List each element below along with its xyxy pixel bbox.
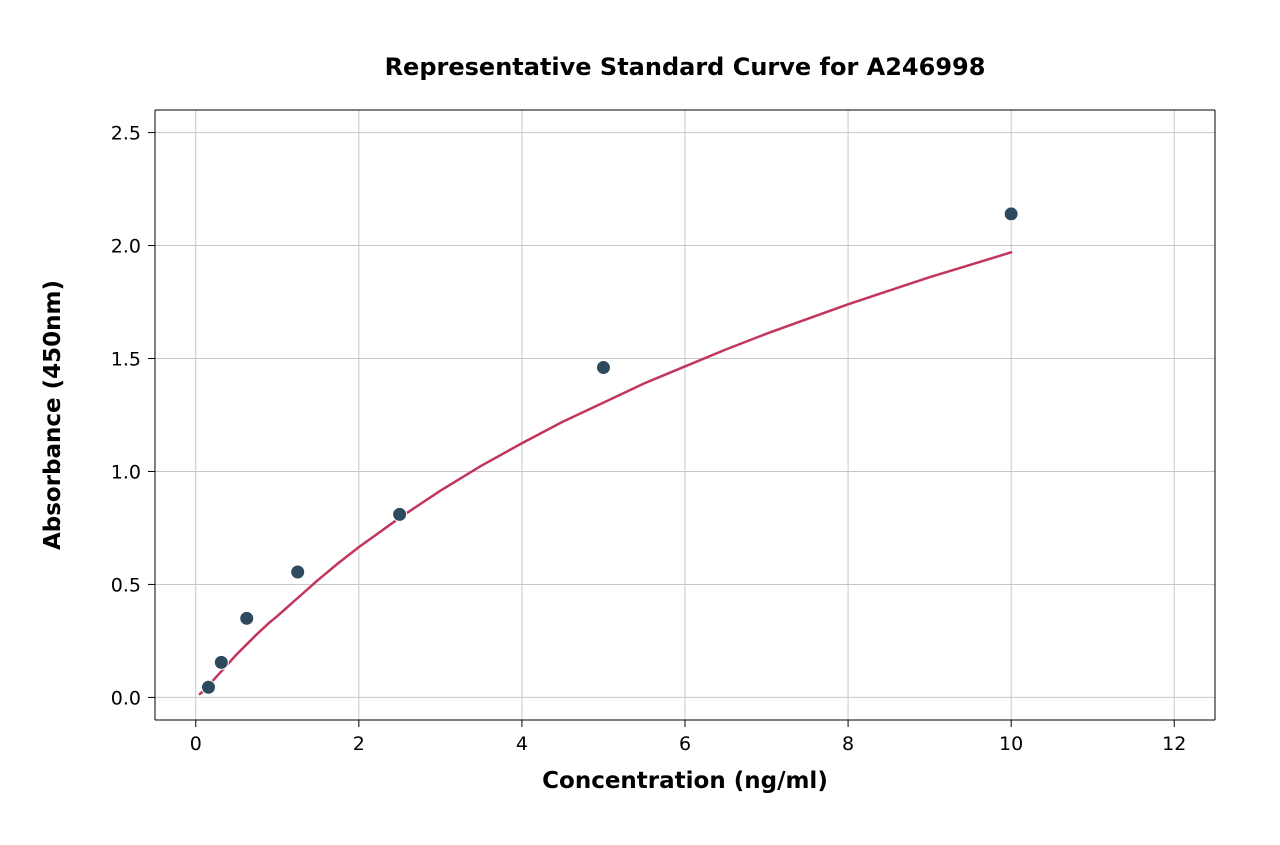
x-tick-label: 4 (516, 733, 528, 755)
y-axis-label: Absorbance (450nm) (40, 280, 66, 550)
y-tick-label: 1.5 (111, 349, 141, 371)
y-tick-label: 1.0 (111, 461, 141, 483)
chart-title: Representative Standard Curve for A24699… (385, 53, 986, 81)
y-tick-label: 2.5 (111, 123, 141, 145)
data-point (214, 655, 228, 669)
y-tick-label: 0.5 (111, 574, 141, 596)
chart-container: 0 2 4 6 8 10 12 0.0 0.5 1.0 1.5 2.0 2.5 Concentration… (0, 0, 1280, 845)
x-tick-label: 8 (842, 733, 854, 755)
x-tick-label: 0 (190, 733, 202, 755)
x-tick-label: 6 (679, 733, 691, 755)
y-tick-label: 2.0 (111, 236, 141, 258)
data-point (240, 611, 254, 625)
y-tick-label: 0.0 (111, 687, 141, 709)
data-point (201, 680, 215, 694)
x-tick-label: 10 (999, 733, 1023, 755)
x-tick-label: 12 (1162, 733, 1186, 755)
x-tick-label: 2 (353, 733, 365, 755)
data-point (291, 565, 305, 579)
data-point (393, 507, 407, 521)
x-axis-label: Concentration (ng/ml) (542, 768, 828, 794)
standard-curve-chart: 0 2 4 6 8 10 12 0.0 0.5 1.0 1.5 2.0 2.5 Concentration… (0, 0, 1280, 845)
data-point (1004, 207, 1018, 221)
data-point (596, 361, 610, 375)
